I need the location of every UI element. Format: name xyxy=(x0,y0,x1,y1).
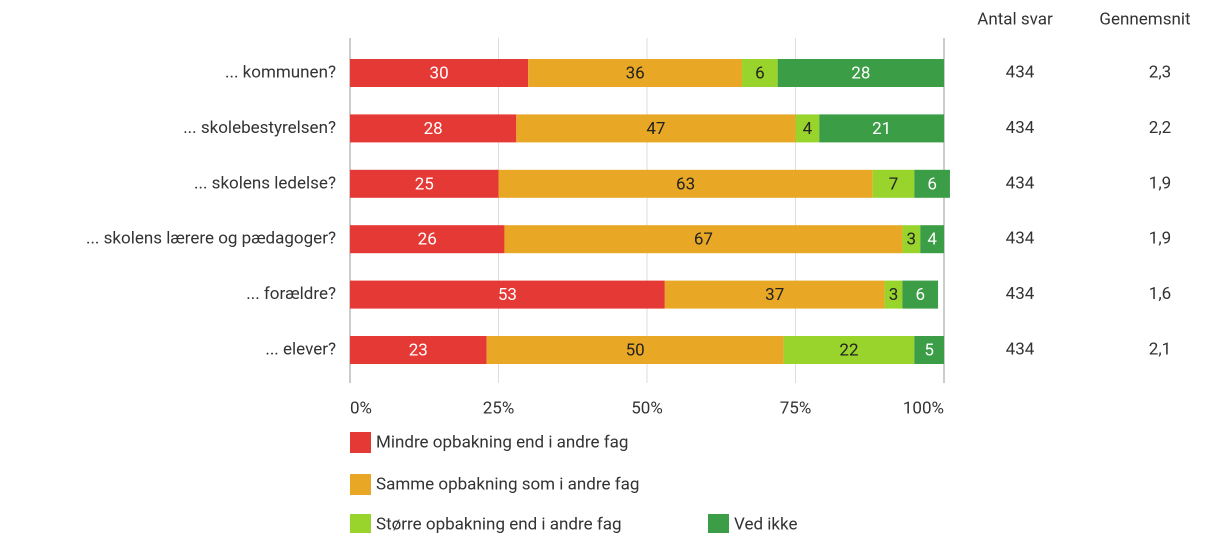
data-label: 6 xyxy=(755,63,765,83)
data-label: 21 xyxy=(872,119,891,139)
legend-label: Mindre opbakning end i andre fag xyxy=(376,432,628,452)
legend-swatch xyxy=(708,514,729,535)
column-value: 1,9 xyxy=(1149,173,1171,193)
column-value: 1,6 xyxy=(1149,284,1171,304)
bar-segment xyxy=(795,114,820,143)
bar-segment xyxy=(528,59,743,87)
data-label: 3 xyxy=(907,230,917,250)
x-tick-label: 25% xyxy=(483,398,515,418)
data-label: 6 xyxy=(927,174,937,194)
bar-segment xyxy=(504,225,903,254)
column-value: 1,9 xyxy=(1149,229,1171,249)
legend-swatch xyxy=(350,432,371,453)
bar-segment xyxy=(902,225,921,254)
bar-segment xyxy=(350,169,499,198)
data-label: 5 xyxy=(924,340,934,360)
data-label: 6 xyxy=(915,285,925,305)
bar-segment xyxy=(350,114,517,143)
category-label: ... skolens ledelse? xyxy=(194,173,336,193)
column-value: 434 xyxy=(1006,118,1035,138)
data-label: 67 xyxy=(694,230,713,250)
bar-segment xyxy=(486,336,784,364)
data-label: 50 xyxy=(626,340,645,360)
column-header: Gennemsnit xyxy=(1099,9,1190,29)
bar-segment xyxy=(664,280,885,309)
column-value: 2,3 xyxy=(1149,62,1171,82)
bar-segment xyxy=(350,336,487,364)
category-label: ... skolens lærere og pædagoger? xyxy=(86,229,336,249)
bar-segment xyxy=(777,59,944,87)
data-label: 53 xyxy=(498,285,517,305)
data-label: 47 xyxy=(646,119,665,139)
bar-segment xyxy=(350,225,505,254)
bar-segment xyxy=(350,280,665,309)
bar-segment xyxy=(819,114,944,143)
legend-label: Større opbakning end i andre fag xyxy=(376,514,622,533)
column-value: 434 xyxy=(1006,62,1035,82)
category-label: ... elever? xyxy=(265,339,336,359)
bar-segment xyxy=(350,59,529,87)
column-value: 2,2 xyxy=(1149,118,1171,138)
column-value: 434 xyxy=(1006,339,1035,359)
bar-segment xyxy=(872,169,915,198)
bar-segment xyxy=(914,336,944,364)
bar-segment xyxy=(920,225,944,254)
data-label: 3 xyxy=(889,285,899,305)
data-label: 22 xyxy=(839,340,858,360)
bar-segment xyxy=(902,280,939,309)
data-label: 23 xyxy=(409,340,428,360)
bar-segment xyxy=(498,169,873,198)
legend-label: Ved ikke xyxy=(734,514,798,533)
bar-segment xyxy=(742,59,778,87)
legend-label: Samme opbakning som i andre fag xyxy=(376,474,639,494)
x-tick-label: 50% xyxy=(631,398,663,418)
category-label: ... forældre? xyxy=(246,284,336,304)
data-label: 4 xyxy=(927,230,937,250)
data-label: 4 xyxy=(803,119,813,139)
data-label: 30 xyxy=(430,63,449,83)
column-value: 434 xyxy=(1006,229,1035,249)
data-label: 25 xyxy=(415,174,434,194)
bar-segment xyxy=(783,336,915,364)
data-label: 36 xyxy=(626,63,645,83)
x-tick-label: 75% xyxy=(780,398,812,418)
x-tick-label: 0% xyxy=(350,398,372,418)
column-value: 2,1 xyxy=(1149,339,1171,359)
bar-segment xyxy=(516,114,796,143)
bar-segment xyxy=(914,169,950,198)
bar-segment xyxy=(884,280,903,309)
data-label: 37 xyxy=(765,285,784,305)
data-label: 26 xyxy=(418,230,437,250)
data-label: 7 xyxy=(889,174,899,194)
category-label: ... skolebestyrelsen? xyxy=(183,118,336,138)
x-tick-label: 100% xyxy=(903,398,944,418)
legend-swatch xyxy=(350,514,371,535)
data-label: 28 xyxy=(424,119,443,139)
column-header: Antal svar xyxy=(977,9,1053,29)
column-value: 434 xyxy=(1006,173,1035,193)
column-value: 434 xyxy=(1006,284,1035,304)
legend-swatch xyxy=(350,474,371,495)
data-label: 63 xyxy=(676,174,695,194)
data-label: 28 xyxy=(851,63,870,83)
category-label: ... kommunen? xyxy=(225,62,336,82)
